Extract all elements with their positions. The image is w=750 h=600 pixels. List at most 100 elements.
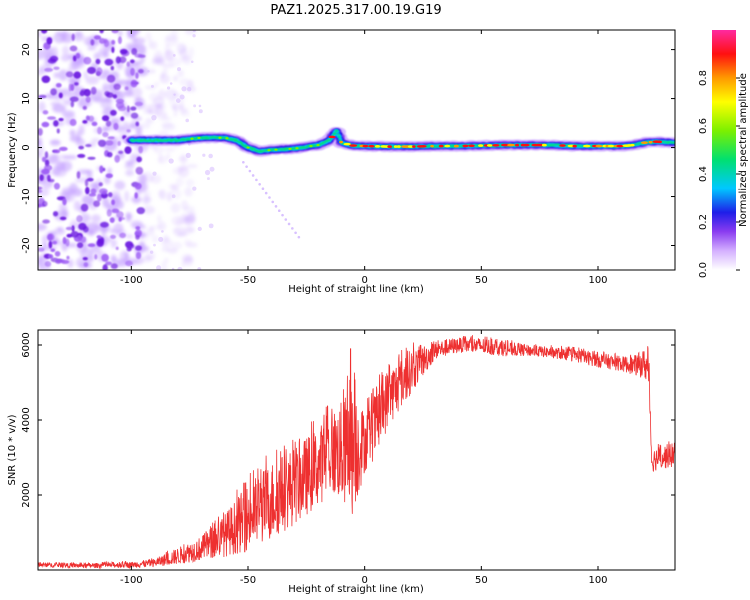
noise-blob: [56, 128, 60, 134]
noise-blob: [78, 222, 87, 231]
noise-blob: [160, 261, 168, 270]
ridge-peak: [267, 149, 271, 152]
echo-dot: [287, 222, 291, 226]
ridge-peak: [630, 143, 635, 147]
noise-blob: [164, 257, 169, 263]
noise-blob: [51, 240, 58, 245]
noise-dot: [208, 223, 214, 229]
noise-blob: [111, 195, 116, 201]
noise-blob: [135, 166, 144, 175]
noise-blob: [126, 213, 133, 220]
noise-region: [38, 30, 301, 270]
ridge-peak: [453, 144, 459, 148]
noise-blob: [66, 255, 70, 260]
noise-blob: [115, 246, 119, 251]
noise-blob: [130, 153, 138, 164]
noise-blob: [110, 65, 115, 71]
ridge-segment: [233, 138, 236, 141]
noise-blob: [113, 122, 119, 130]
noise-blob: [42, 219, 50, 224]
noise-dot: [161, 230, 164, 233]
noise-blob: [167, 247, 178, 254]
noise-blob: [38, 94, 47, 99]
ridge-peak: [225, 137, 229, 140]
noise-blob: [38, 31, 42, 38]
noise-blob: [126, 234, 134, 239]
noise-blob: [83, 70, 89, 79]
noise-blob: [105, 261, 112, 266]
noise-blob: [124, 251, 129, 261]
ridge-peak: [295, 147, 299, 150]
echo-dot: [261, 187, 265, 190]
noise-blob: [82, 120, 88, 124]
noise-blob: [152, 96, 165, 107]
noise-dot: [166, 86, 171, 90]
ridge-segment: [338, 139, 342, 141]
noise-dot: [206, 177, 210, 181]
noise-dot: [192, 186, 197, 191]
noise-dot: [172, 54, 176, 57]
noise-dot: [209, 166, 215, 172]
noise-blob: [136, 207, 145, 215]
noise-dot: [176, 67, 182, 72]
noise-blob: [166, 190, 172, 202]
noise-blob: [110, 109, 117, 116]
noise-blob: [53, 227, 66, 236]
ridge-segment: [240, 142, 243, 145]
echo-dot: [297, 235, 301, 239]
ridge-segment: [252, 147, 256, 150]
noise-blob: [134, 97, 142, 104]
noise-blob: [148, 110, 154, 115]
noise-blob: [126, 129, 131, 133]
ridge-peak: [343, 142, 351, 146]
ridge-peak: [522, 143, 530, 147]
noise-blob: [53, 72, 59, 79]
noise-blob: [100, 221, 109, 228]
ridge-segment: [244, 144, 247, 147]
spectrogram-frame: [37, 29, 676, 271]
ridge-peak: [368, 144, 375, 148]
noise-blob: [58, 146, 68, 152]
ridge-peak: [387, 145, 392, 148]
noise-blob: [46, 37, 53, 45]
noise-dot: [150, 84, 154, 88]
noise-dot: [204, 169, 211, 176]
echo-dot: [291, 227, 294, 230]
noise-blob: [62, 236, 67, 245]
noise-blob: [84, 169, 94, 175]
noise-dot: [153, 243, 156, 247]
noise-blob: [52, 211, 59, 217]
noise-blob: [117, 30, 123, 37]
ridge-peak: [583, 144, 591, 148]
echo-dot: [264, 191, 268, 195]
noise-blob: [39, 174, 44, 181]
noise-blob: [77, 153, 86, 158]
noise-blob: [96, 235, 102, 239]
noise-blob: [183, 211, 195, 223]
noise-blob: [125, 169, 135, 177]
echo-dot: [271, 200, 275, 204]
noise-blob: [102, 50, 109, 59]
noise-blob: [112, 94, 118, 99]
echo-dot: [242, 160, 245, 164]
noise-blob: [172, 75, 179, 82]
noise-blob: [181, 110, 190, 117]
noise-blob: [96, 67, 103, 76]
noise-blob: [67, 258, 74, 269]
noise-blob: [80, 213, 91, 223]
noise-blob: [109, 228, 116, 233]
noise-blob: [63, 155, 78, 160]
noise-blob: [107, 192, 113, 198]
ridge-peak: [515, 143, 520, 147]
noise-blob: [97, 139, 107, 147]
noise-blob: [54, 250, 61, 257]
noise-blob: [110, 263, 118, 270]
noise-blob: [96, 193, 102, 202]
noise-blob: [153, 225, 163, 230]
noise-blob: [87, 156, 96, 160]
echo-dot: [294, 231, 297, 235]
ridge-segment: [335, 129, 339, 132]
noise-blob: [52, 104, 67, 113]
noise-dot: [202, 153, 206, 157]
